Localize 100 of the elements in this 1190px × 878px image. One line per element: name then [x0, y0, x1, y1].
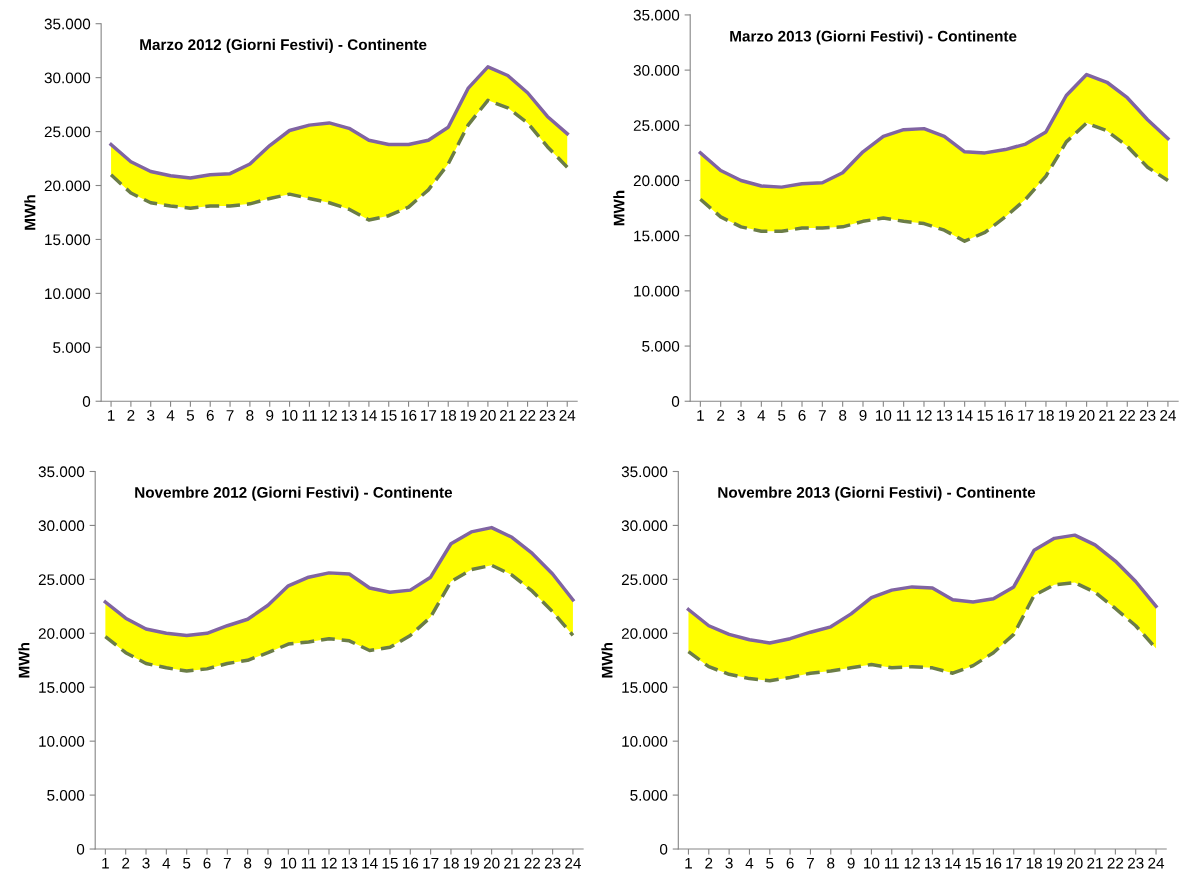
x-tick-label: 5 [183, 857, 191, 869]
x-tick-label: 13 [341, 857, 358, 869]
x-tick-label: 16 [997, 409, 1014, 421]
y-tick-label: 15.000 [45, 234, 91, 246]
y-axis-title: MWh [24, 195, 36, 230]
y-tick-label: 10.000 [622, 736, 668, 747]
x-tick-label: 7 [806, 857, 814, 869]
x-tick-label: 23 [544, 857, 561, 869]
x-tick-label: 7 [818, 410, 826, 421]
y-tick-label: 5.000 [630, 789, 668, 801]
text: Novembre 2013 (Giorni Festivi) - Continente [718, 486, 1036, 501]
y-tick-label: 15.000 [622, 682, 668, 693]
x-tick-label: 9 [859, 409, 867, 421]
x-tick-label: 14 [945, 857, 961, 869]
x-tick-label: 20 [480, 409, 496, 421]
x-tick-label: 22 [1107, 857, 1124, 869]
x-tick-label: 7 [223, 857, 231, 869]
y-tick-label: 5.000 [53, 342, 91, 353]
x-tick-label: 8 [839, 409, 847, 421]
x-tick-label: 10 [281, 857, 297, 869]
y-tick-label: 30.000 [38, 520, 85, 532]
x-tick-label: 6 [206, 409, 214, 421]
x-tick-label: 4 [757, 410, 766, 421]
x-tick-label: 1 [107, 410, 115, 421]
y-axis-title: MWh [18, 642, 30, 678]
y-tick-label: 20.000 [621, 628, 668, 639]
x-tick-label: 18 [1038, 409, 1054, 421]
line-series [103, 525, 575, 638]
x-tick-label: 19 [463, 857, 480, 869]
x-tick-label: 2 [122, 857, 130, 869]
y-tick-label: 30.000 [621, 520, 668, 532]
x-tick-label: 4 [166, 410, 175, 421]
x-tick-label: 16 [401, 409, 417, 421]
x-tick-label: 3 [737, 409, 745, 421]
x-tick-label: 21 [504, 857, 520, 869]
y-tick-label: 25.000 [633, 120, 680, 131]
y-tick-label: 10.000 [39, 736, 85, 747]
x-tick-label: 17 [1006, 857, 1022, 869]
text: Novembre 2012 (Giorni Festivi) - Continente [135, 486, 453, 501]
line-series [109, 98, 569, 222]
x-tick-label: 18 [443, 857, 459, 869]
y-tick-label: 10.000 [45, 288, 91, 300]
y-tick-label: 35.000 [44, 18, 91, 30]
x-tick-label: 22 [524, 857, 541, 869]
x-tick-label: 2 [705, 857, 713, 869]
x-tick-label: 24 [1160, 409, 1176, 421]
x-tick-label: 12 [321, 857, 337, 869]
x-tick-label: 14 [361, 410, 377, 421]
line-series [698, 121, 1170, 243]
x-tick-label: 1 [697, 410, 704, 421]
y-axis-title: MWh [601, 642, 613, 678]
y-tick-label: 35.000 [38, 466, 85, 478]
y-tick-label: 20.000 [38, 628, 85, 639]
y-tick-label: 5.000 [47, 789, 85, 801]
x-tick-label: 8 [827, 857, 835, 869]
x-tick-label: 6 [786, 857, 794, 869]
x-tick-label: 17 [421, 410, 437, 421]
x-tick-label: 19 [1058, 409, 1075, 421]
x-tick-label: 24 [565, 857, 581, 869]
line-series [109, 65, 569, 180]
text: Marzo 2013 (Giorni Festivi) - Continente [730, 30, 1017, 45]
x-tick-label: 11 [301, 857, 316, 869]
y-tick-label: 20.000 [633, 175, 680, 187]
x-tick-label: 18 [1026, 857, 1042, 869]
y-tick-label: 25.000 [38, 574, 85, 586]
x-tick-label: 3 [147, 409, 155, 421]
x-tick-label: 5 [778, 410, 786, 421]
y-tick-label: 30.000 [633, 64, 680, 76]
x-tick-label: 14 [362, 857, 378, 869]
x-tick-label: 19 [1047, 857, 1063, 869]
x-tick-label: 8 [246, 409, 254, 421]
x-tick-label: 9 [266, 409, 274, 421]
x-tick-label: 5 [766, 857, 774, 869]
x-tick-label: 2 [127, 409, 135, 421]
x-tick-label: 15 [965, 857, 981, 869]
x-tick-label: 15 [382, 857, 398, 869]
line-series [698, 72, 1170, 189]
x-tick-label: 11 [896, 410, 911, 421]
x-tick-label: 23 [1127, 857, 1144, 869]
x-tick-label: 15 [977, 410, 993, 421]
x-tick-label: 8 [244, 857, 252, 869]
y-tick-label: 25.000 [44, 126, 91, 138]
x-tick-label: 4 [745, 857, 754, 869]
y-tick-label: 35.000 [633, 9, 680, 21]
x-tick-label: 15 [381, 410, 397, 421]
x-tick-label: 12 [321, 409, 337, 421]
x-tick-label: 10 [876, 409, 892, 421]
x-tick-label: 18 [440, 409, 457, 421]
x-tick-label: 16 [986, 857, 1002, 869]
line-series [686, 533, 1158, 645]
x-tick-label: 11 [884, 857, 899, 869]
x-tick-label: 14 [957, 410, 973, 421]
y-tick-label: 20.000 [44, 180, 91, 192]
x-tick-label: 20 [1078, 409, 1095, 421]
x-tick-label: 13 [341, 409, 357, 421]
x-tick-label: 20 [1066, 857, 1083, 869]
y-tick-label: 15.000 [39, 682, 85, 693]
x-tick-label: 24 [559, 409, 576, 421]
x-tick-label: 6 [203, 857, 211, 869]
x-tick-label: 20 [483, 857, 500, 869]
